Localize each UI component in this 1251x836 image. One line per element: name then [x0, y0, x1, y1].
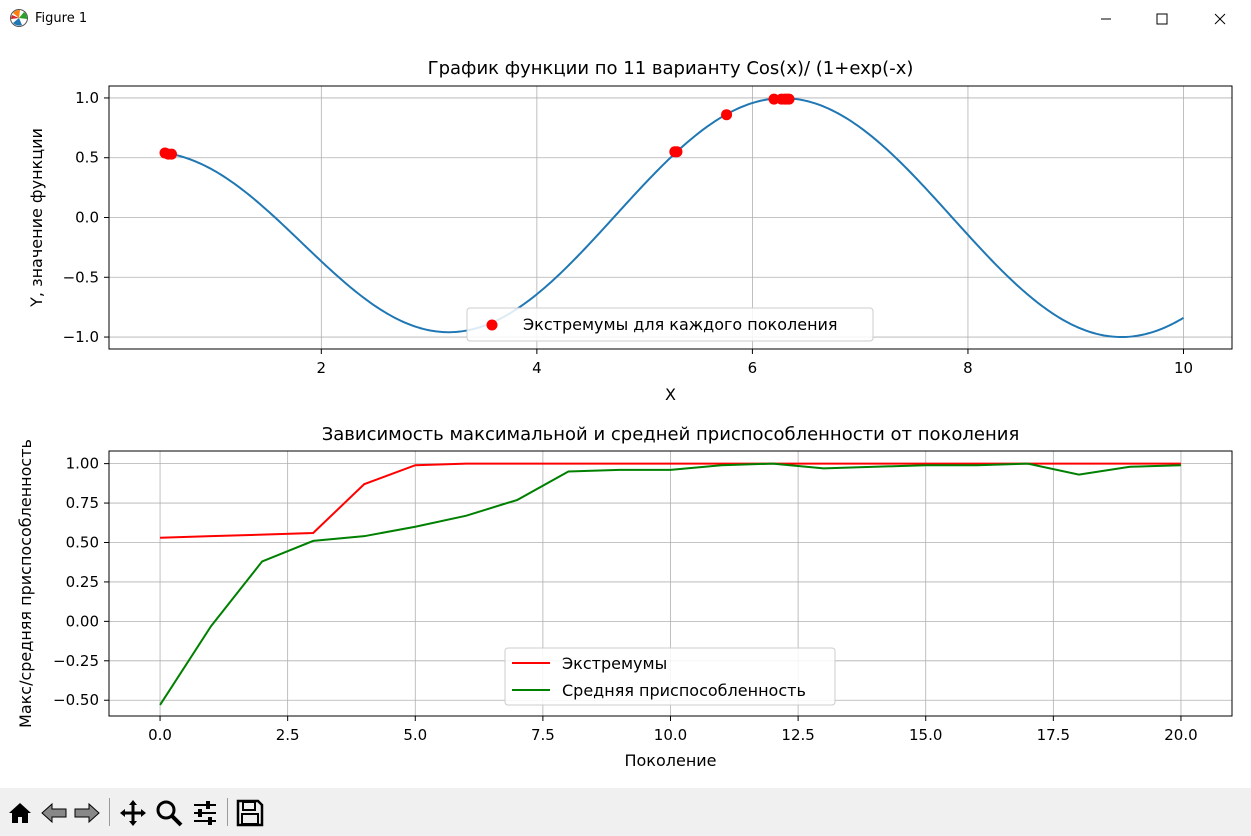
maximize-icon: [1156, 13, 1168, 25]
y-tick-label: −0.50: [53, 691, 99, 709]
mean-fitness-line: [159, 462, 1181, 706]
y-tick-label: −1.0: [63, 328, 99, 346]
x-tick-label: 2.5: [276, 726, 300, 744]
x-tick-label: 17.5: [1037, 726, 1070, 744]
legend-marker-extrema: [486, 319, 498, 331]
configure-subplots-button[interactable]: [190, 798, 220, 828]
home-button[interactable]: [5, 798, 35, 828]
minimize-button[interactable]: [1083, 0, 1129, 38]
x-tick-label: 4: [532, 359, 542, 377]
y-tick-label: 0.0: [75, 209, 99, 227]
x-tick-label: 12.5: [781, 726, 814, 744]
x-tick-label: 8: [963, 359, 973, 377]
x-tick-label: 5.0: [403, 726, 427, 744]
figure-canvas[interactable]: 2 4 6 8 10 1.0 0.5 0.0 −0.5 −1.0 График функции по…: [0, 38, 1251, 788]
extremum-point: [768, 93, 780, 105]
navigation-toolbar: [0, 788, 1251, 836]
x-tick-label: 2: [317, 359, 327, 377]
chart-function: 2 4 6 8 10 1.0 0.5 0.0 −0.5 −1.0 График функции по…: [27, 58, 1233, 404]
extremum-point: [721, 109, 733, 121]
extremum-point: [671, 146, 683, 158]
y-tick-label: 0.5: [75, 149, 99, 167]
figure-svg: 2 4 6 8 10 1.0 0.5 0.0 −0.5 −1.0 График функции по…: [16, 58, 1233, 770]
window-titlebar: Figure 1: [0, 0, 1251, 39]
y-tick-label: 0.50: [66, 533, 99, 551]
legend-box: [466, 307, 874, 342]
toolbar-separator: [227, 798, 228, 826]
y-axis-label: Y, значение функции: [27, 128, 46, 308]
app-icon: [9, 8, 29, 28]
maximize-button[interactable]: [1139, 0, 1185, 38]
forward-button[interactable]: [72, 798, 102, 828]
close-icon: [1214, 13, 1226, 25]
extremum-point: [166, 148, 178, 160]
legend-box: [504, 647, 836, 706]
x-tick-label: 6: [748, 359, 758, 377]
x-tick-label: 20.0: [1164, 726, 1197, 744]
toolbar-separator: [109, 798, 110, 826]
y-tick-label: −0.5: [63, 268, 99, 286]
y-tick-label: 0.25: [66, 573, 99, 591]
extremum-point: [783, 93, 795, 105]
y-tick-label: 0.75: [66, 494, 99, 512]
legend-label-mean: Средняя приспособленность: [562, 681, 806, 700]
x-axis-label: Поколение: [624, 751, 716, 770]
pan-button[interactable]: [118, 798, 148, 828]
y-tick-label: 0.00: [66, 612, 99, 630]
save-icon: [236, 799, 264, 827]
close-button[interactable]: [1197, 0, 1243, 38]
window-title: Figure 1: [35, 11, 88, 26]
legend: Экстремумы для каждого поколения: [466, 307, 874, 342]
y-axis-label: Макс/средняя приспособленность: [16, 439, 35, 728]
x-tick-label: 15.0: [909, 726, 942, 744]
zoom-icon: [156, 800, 183, 827]
y-tick-label: 1.00: [66, 455, 99, 473]
configure-subplots-icon: [194, 801, 216, 825]
x-tick-label: 7.5: [531, 726, 555, 744]
back-icon: [41, 802, 67, 824]
back-button[interactable]: [39, 798, 69, 828]
minimize-icon: [1101, 18, 1111, 20]
x-tick-label: 10: [1174, 359, 1193, 377]
x-axis-label: X: [665, 385, 676, 404]
x-tick-label: 10.0: [654, 726, 687, 744]
save-button[interactable]: [235, 798, 265, 828]
forward-icon: [74, 802, 100, 824]
legend: Экстремумы Средняя приспособленность: [504, 647, 836, 706]
legend-label-max: Экстремумы: [562, 654, 667, 673]
zoom-button[interactable]: [154, 798, 184, 828]
function-curve-line: [159, 97, 1185, 339]
legend-label-extrema: Экстремумы для каждого поколения: [523, 315, 838, 334]
chart-title: Зависимость максимальной и средней присп…: [322, 424, 1020, 445]
y-tick-label: −0.25: [53, 652, 99, 670]
y-tick-label: 1.0: [75, 89, 99, 107]
chart-title: График функции по 11 варианту Cos(x)/ (1…: [428, 58, 914, 79]
pan-icon: [120, 800, 146, 826]
x-tick-label: 0.0: [148, 726, 172, 744]
chart-fitness: 0.0 2.5 5.0 7.5 10.0 12.5 15.0 17.5 20.0 1.00 0.75…: [16, 424, 1233, 770]
home-icon: [9, 803, 31, 823]
